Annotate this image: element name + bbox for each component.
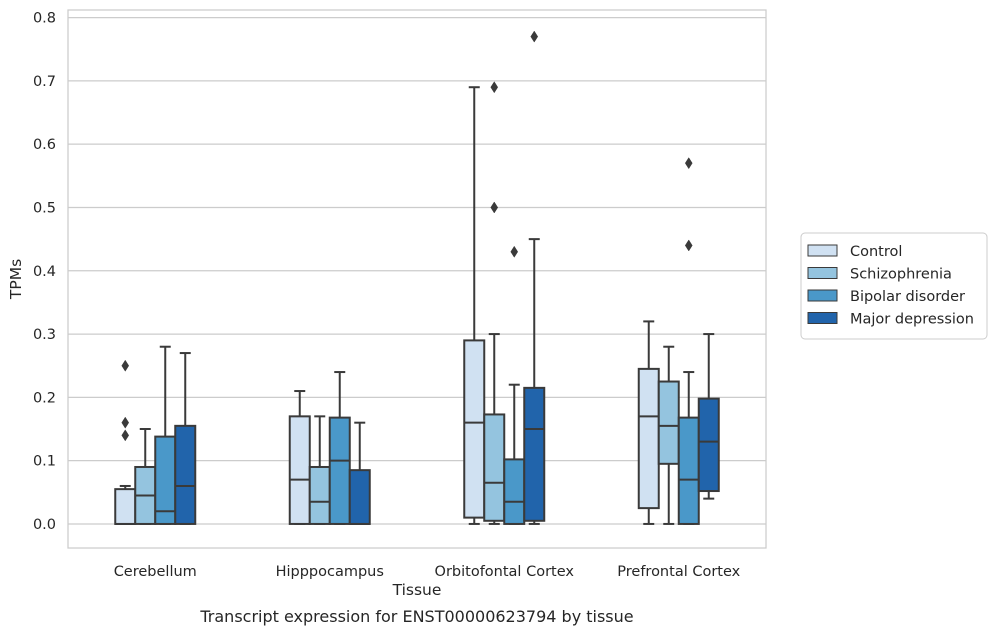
box-hipppocampus-schizophrenia [308, 415, 331, 525]
legend-item-schizophrenia: Schizophrenia [807, 267, 952, 283]
legend-swatch [807, 244, 838, 257]
y-tick-label: 0.1 [33, 454, 56, 470]
x-axis-label: Tissue [392, 581, 442, 599]
outlier-point [684, 239, 693, 252]
box-cerebellum-major-depression [174, 352, 197, 525]
legend-label: Major depression [850, 312, 974, 328]
y-tick-label: 0.3 [33, 327, 56, 343]
outlier-point [510, 245, 519, 258]
box-orbitofontal-cortex-major-depression [523, 30, 546, 525]
outlier-point [490, 201, 499, 214]
box-body [288, 415, 311, 525]
box-body [677, 416, 700, 525]
outlier-point [490, 81, 499, 94]
box-cerebellum-control [114, 359, 137, 525]
box-groups [114, 30, 720, 525]
box-body [523, 386, 546, 522]
legend-swatch [807, 312, 838, 324]
box-orbitofontal-cortex-bipolar-disorder [503, 245, 526, 525]
y-tick-label: 0.2 [33, 390, 56, 406]
box-body [483, 413, 506, 522]
y-axis-label: TPMs [7, 259, 25, 300]
y-tick-label: 0.5 [33, 200, 56, 216]
box-body [308, 465, 331, 525]
x-axis-ticks: Cerebellum Hipppocampus Orbitofontal Corte… [114, 564, 741, 580]
outlier-point [530, 30, 539, 43]
y-tick-label: 0.0 [33, 517, 56, 533]
outlier-point [121, 416, 130, 429]
box-body [637, 367, 660, 510]
y-tick-label: 0.8 [33, 11, 56, 27]
outlier-point [684, 157, 693, 170]
box-hipppocampus-control [288, 390, 311, 525]
box-orbitofontal-cortex-schizophrenia [483, 81, 506, 525]
legend-label: Bipolar disorder [850, 289, 965, 305]
plot-area-frame [67, 9, 767, 549]
box-hipppocampus-bipolar-disorder [328, 371, 351, 525]
legend-label: Control [850, 244, 902, 260]
chart-caption: Transcript expression for ENST0000062379… [199, 607, 633, 626]
box-body [503, 458, 526, 525]
outlier-point [121, 429, 130, 442]
outlier-point [121, 359, 130, 372]
legend-box [800, 232, 988, 340]
legend-swatch [807, 289, 838, 302]
y-tick-label: 0.7 [33, 74, 56, 90]
legend-swatch [807, 267, 838, 279]
y-axis-ticks: 0.0 0.1 0.2 0.3 0.4 0.5 0.6 0.7 0.8 [33, 11, 56, 533]
y-tick-label: 0.4 [33, 264, 56, 280]
box-prefrontal-cortex-control [637, 320, 660, 525]
x-tick-label: Prefrontal Cortex [617, 564, 740, 580]
box-prefrontal-cortex-major-depression [697, 333, 720, 500]
box-body [328, 416, 351, 525]
legend-label: Schizophrenia [850, 267, 952, 283]
box-body [348, 469, 371, 525]
box-hipppocampus-major-depression [348, 421, 371, 525]
x-tick-label: Orbitofontal Cortex [435, 564, 575, 580]
box-prefrontal-cortex-bipolar-disorder [677, 157, 700, 525]
x-tick-label: Cerebellum [114, 564, 197, 580]
box-body [463, 339, 486, 519]
box-body [657, 380, 680, 465]
y-tick-label: 0.6 [33, 137, 56, 153]
box-body [697, 397, 720, 493]
legend-item-major-depression: Major depression [807, 312, 974, 328]
box-cerebellum-bipolar-disorder [154, 345, 177, 525]
legend: Control Schizophrenia Bipolar disorder Majo… [800, 232, 988, 340]
x-tick-label: Hipppocampus [276, 564, 384, 580]
legend-item-control: Control [807, 244, 902, 260]
box-body [114, 488, 137, 525]
legend-item-bipolar-disorder: Bipolar disorder [807, 289, 965, 305]
box-body [174, 424, 197, 525]
